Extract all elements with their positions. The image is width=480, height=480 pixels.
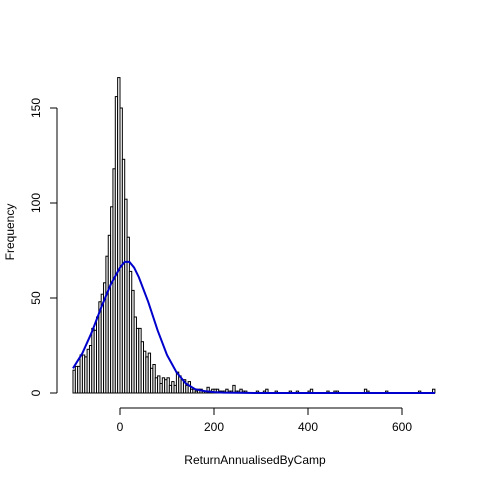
y-axis-label: Frequency bbox=[3, 204, 17, 261]
y-tick-label: 50 bbox=[29, 291, 43, 305]
y-tick-label: 150 bbox=[29, 98, 43, 118]
x-tick-label: 600 bbox=[392, 420, 412, 434]
histogram-bars bbox=[72, 77, 436, 394]
histogram-bar bbox=[206, 386, 210, 394]
x-tick-label: 400 bbox=[298, 420, 318, 434]
x-axis-label: ReturnAnnualisedByCamp bbox=[184, 453, 326, 467]
y-tick-label: 0 bbox=[29, 389, 43, 396]
density-curve bbox=[72, 260, 435, 394]
x-tick-label: 200 bbox=[204, 420, 224, 434]
x-tick-label: 0 bbox=[117, 420, 124, 434]
y-tick-label: 100 bbox=[29, 193, 43, 213]
axes: 0 200 400 600 0 50 100 150 bbox=[29, 98, 412, 434]
